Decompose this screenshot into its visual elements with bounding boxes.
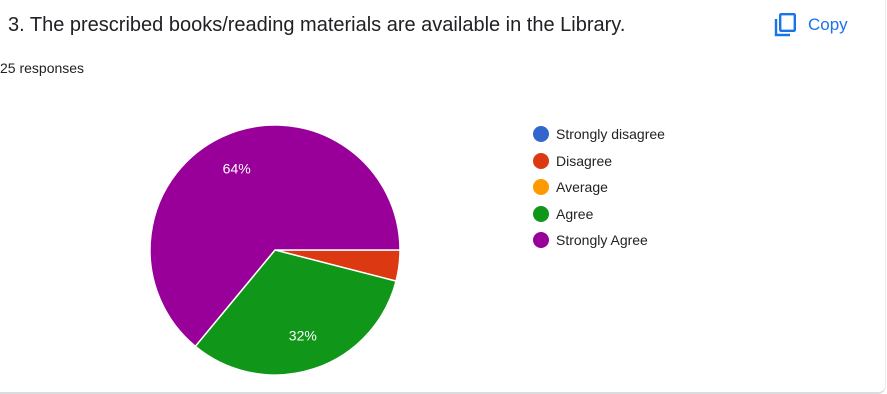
legend-label: Agree	[556, 205, 594, 222]
legend-label: Disagree	[556, 152, 613, 169]
pie-slice-agree[interactable]	[194, 249, 397, 376]
legend-item[interactable]: Average	[533, 174, 665, 201]
legend-label: Strongly Agree	[556, 232, 648, 249]
response-count: 25 responses	[0, 60, 85, 76]
legend-swatch	[533, 152, 549, 169]
legend-swatch	[533, 232, 549, 249]
legend-swatch	[533, 179, 549, 196]
slice-label-strongly-agree: 64%	[223, 161, 251, 177]
legend-label: Average	[556, 179, 608, 196]
copy-icon	[774, 13, 797, 37]
pie-slice-strongly-agree[interactable]	[149, 124, 401, 348]
legend-swatch	[533, 205, 549, 222]
copy-button[interactable]: Copy	[774, 10, 848, 40]
legend-item[interactable]: Disagree	[533, 148, 665, 175]
copy-label: Copy	[808, 15, 848, 34]
legend-item[interactable]: Strongly Agree	[533, 227, 665, 254]
legend-swatch	[533, 126, 549, 143]
legend-item[interactable]: Agree	[533, 201, 665, 228]
legend-item[interactable]: Strongly disagree	[533, 121, 665, 148]
question-title: 3. The prescribed books/reading material…	[8, 14, 626, 36]
slice-label-agree: 32%	[289, 328, 317, 344]
chart-legend: Strongly disagree Disagree Average Agree Str…	[533, 121, 665, 254]
legend-label: Strongly disagree	[556, 126, 665, 143]
